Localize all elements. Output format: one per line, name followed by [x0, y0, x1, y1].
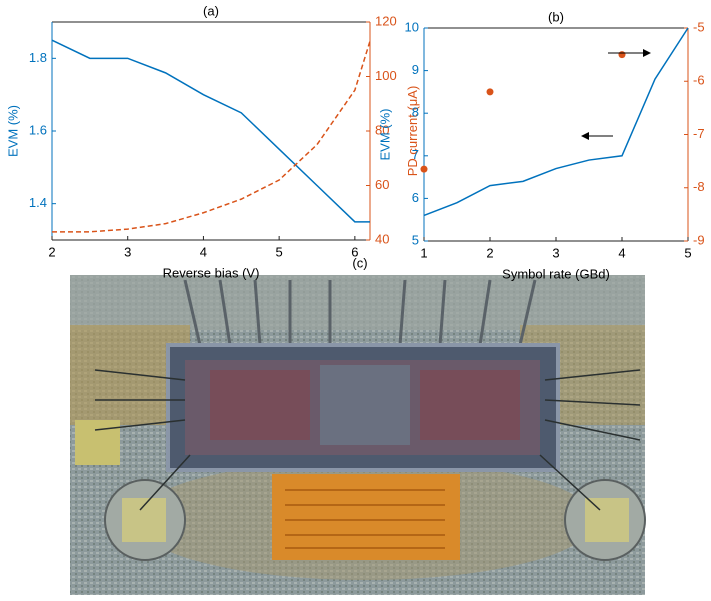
y2-tick-label: 120 — [375, 13, 397, 28]
y-tick-label: 1.8 — [29, 50, 47, 65]
x-tick-label: 4 — [200, 244, 207, 259]
chart-title: (b) — [548, 9, 564, 24]
x-tick-label: 2 — [48, 244, 55, 259]
photo-title: (c) — [352, 255, 367, 270]
y2-tick-label: 100 — [375, 68, 397, 83]
y2-tick-label: 80 — [375, 122, 389, 137]
y-tick-label: 1.6 — [29, 122, 47, 137]
x-tick-label: 6 — [351, 244, 358, 259]
y-tick-label: 7 — [412, 147, 419, 162]
x-axis-label: Symbol rate (GBd) — [502, 266, 610, 281]
y-tick-label: 1.4 — [29, 195, 47, 210]
x-tick-label: 5 — [684, 245, 691, 260]
y2-tick-label: -8 — [693, 179, 705, 194]
y-tick-label: 8 — [412, 105, 419, 120]
y2-tick-label: -6 — [693, 73, 705, 88]
y2-axis-label: PD current (μA) — [405, 86, 420, 177]
x-tick-label: 5 — [276, 244, 283, 259]
x-tick-label: 1 — [420, 245, 427, 260]
data-point — [420, 165, 428, 173]
photo — [70, 275, 646, 595]
y2-tick-label: -7 — [693, 126, 705, 141]
x-axis-label: Reverse bias (V) — [163, 265, 260, 280]
x-tick-label: 3 — [552, 245, 559, 260]
y2-tick-label: -5 — [693, 19, 705, 34]
y-tick-label: 5 — [412, 232, 419, 247]
x-tick-label: 3 — [124, 244, 131, 259]
y-tick-label: 10 — [405, 19, 419, 34]
x-tick-label: 2 — [486, 245, 493, 260]
data-line — [52, 40, 371, 233]
y2-tick-label: 60 — [375, 177, 389, 192]
data-line — [51, 39, 370, 223]
chart-title: (a) — [203, 3, 219, 18]
y2-tick-label: 40 — [375, 231, 389, 246]
y-tick-label: 6 — [412, 190, 419, 205]
y-axis-label: EVM (%) — [5, 105, 20, 157]
data-line — [423, 27, 689, 217]
y2-tick-label: -9 — [693, 232, 705, 247]
y-tick-label: 9 — [412, 62, 419, 77]
x-tick-label: 4 — [618, 245, 625, 260]
y-axis-label: EVM (%) — [377, 109, 392, 161]
data-point — [618, 51, 626, 59]
y2-label-text: PD current (μA) — [405, 86, 420, 177]
data-point — [486, 88, 494, 96]
